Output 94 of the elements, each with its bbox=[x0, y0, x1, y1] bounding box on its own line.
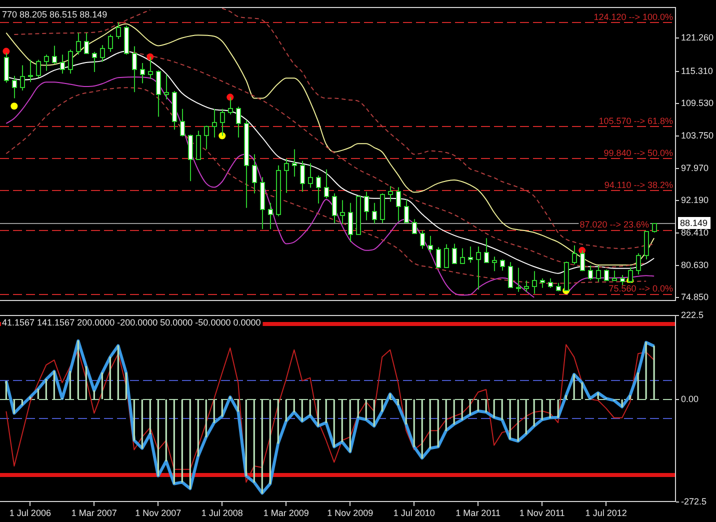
candlestick bbox=[284, 158, 289, 194]
ref-line-label: 99.840 --> 50.0% bbox=[604, 148, 673, 158]
y-tick-label: 109.530 bbox=[681, 98, 714, 108]
candlestick bbox=[300, 160, 305, 192]
candlestick bbox=[460, 248, 465, 264]
y-tick-label: 80.630 bbox=[681, 260, 709, 270]
candlestick bbox=[492, 256, 497, 272]
candlestick bbox=[644, 230, 649, 260]
point bbox=[10, 102, 18, 110]
candlestick bbox=[636, 252, 641, 275]
candlestick bbox=[596, 265, 601, 282]
candlestick bbox=[428, 235, 433, 254]
candlestick bbox=[156, 70, 161, 118]
candlestick bbox=[468, 246, 473, 264]
candlestick bbox=[140, 62, 145, 84]
candlestick bbox=[212, 108, 217, 138]
y-tick-label: 92.190 bbox=[681, 195, 709, 206]
candlestick bbox=[68, 49, 73, 74]
candlestick bbox=[252, 154, 257, 194]
ref-line-label: 88.149 bbox=[680, 218, 708, 228]
ref-line-label: 75.560 --> 0.0% bbox=[608, 284, 673, 294]
y-tick-label: 97.970 bbox=[681, 162, 709, 173]
candlestick bbox=[36, 59, 41, 78]
candlestick bbox=[404, 199, 409, 224]
candlestick bbox=[332, 192, 337, 224]
x-tick-label: 1 Nov 2011 bbox=[519, 508, 565, 518]
y-tick-label: 74.850 bbox=[681, 292, 709, 302]
candlestick bbox=[476, 246, 481, 290]
x-tick-label: 1 Mar 2009 bbox=[263, 508, 309, 518]
candlestick bbox=[548, 278, 553, 288]
x-tick-label: 1 Nov 2009 bbox=[327, 508, 374, 518]
y-tick-label: 86.410 bbox=[681, 228, 709, 238]
candlestick bbox=[364, 191, 369, 221]
candlestick bbox=[52, 45, 57, 65]
point bbox=[2, 48, 10, 55]
x-tick-label: 1 Jul 2010 bbox=[393, 508, 435, 518]
candlestick bbox=[204, 125, 209, 150]
y-tick-label: 115.310 bbox=[681, 66, 713, 76]
candlestick bbox=[180, 108, 185, 137]
candlestick bbox=[396, 186, 401, 222]
candlestick bbox=[388, 186, 393, 202]
candlestick bbox=[60, 54, 65, 74]
candlestick bbox=[516, 267, 521, 292]
candlestick bbox=[100, 44, 105, 62]
ref-line-label: 105.570 --> 61.8% bbox=[598, 116, 673, 126]
candlestick bbox=[324, 168, 329, 199]
x-tick-label: 1 Jul 2012 bbox=[585, 508, 627, 518]
candlestick bbox=[524, 280, 529, 292]
candlestick bbox=[268, 202, 273, 230]
candlestick bbox=[84, 32, 89, 54]
y-tick-label: 0.00 bbox=[681, 394, 699, 404]
candlestick bbox=[188, 134, 193, 182]
candlestick bbox=[508, 262, 513, 288]
candlestick bbox=[308, 162, 313, 188]
ref-line-label: 94.110 --> 38.2% bbox=[604, 180, 673, 190]
candlestick bbox=[420, 230, 425, 250]
y-tick-label: 103.750 bbox=[681, 130, 714, 141]
candlestick bbox=[44, 54, 49, 72]
candlestick bbox=[412, 218, 417, 234]
candlestick bbox=[316, 174, 321, 204]
candlestick bbox=[292, 148, 297, 178]
candlestick bbox=[340, 200, 345, 225]
x-tick-label: 1 Mar 2011 bbox=[456, 508, 501, 518]
candlestick bbox=[620, 274, 625, 286]
annotation: 41.1567 141.1567 200.0000 -200.0000 50.0000 -50.0000 0.0000 bbox=[2, 317, 261, 328]
candlestick bbox=[484, 238, 489, 264]
candlestick bbox=[116, 22, 121, 40]
candlestick bbox=[532, 270, 537, 294]
ref-line-label: 87.020 --> 23.6% bbox=[580, 220, 650, 230]
candlestick bbox=[540, 278, 545, 288]
x-tick-label: 1 Mar 2007 bbox=[71, 508, 117, 518]
candlestick bbox=[196, 130, 201, 160]
y-tick-label: 121.260 bbox=[681, 32, 714, 43]
candlestick bbox=[12, 75, 17, 99]
candlestick bbox=[20, 64, 25, 91]
y-tick-label: -272.5 bbox=[681, 496, 707, 506]
candlestick bbox=[500, 258, 505, 272]
candlestick bbox=[372, 202, 377, 224]
candlestick bbox=[76, 32, 81, 56]
candlestick bbox=[236, 106, 241, 138]
y-tick-label: 222.5 bbox=[681, 310, 704, 320]
candlestick bbox=[436, 246, 441, 268]
candlestick bbox=[444, 244, 449, 268]
candlestick bbox=[108, 34, 113, 52]
candlestick bbox=[28, 59, 33, 83]
x-tick-label: 1 Jul 2008 bbox=[201, 508, 243, 518]
annotation: 770 88.205 86.515 88.149 bbox=[2, 9, 108, 20]
ref-line-label: 124.120 --> 100.0% bbox=[594, 12, 673, 22]
x-tick-label: 1 Nov 2007 bbox=[135, 508, 182, 518]
candlestick bbox=[164, 74, 169, 100]
x-tick-label: 1 Jul 2006 bbox=[9, 508, 51, 518]
candlestick bbox=[572, 244, 577, 265]
candlestick bbox=[452, 243, 457, 264]
candlestick bbox=[348, 202, 353, 243]
